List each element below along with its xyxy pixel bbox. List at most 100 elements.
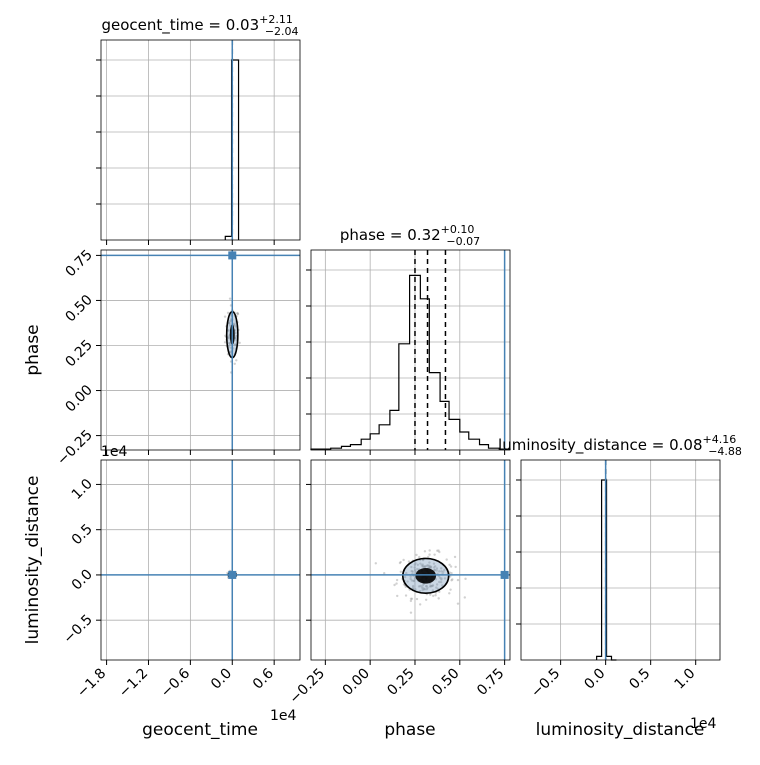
sample-point [236, 312, 240, 316]
sample-point [426, 564, 429, 567]
panel-frame [310, 249, 511, 451]
x-tick-label: 0.0 [581, 666, 608, 693]
sample-point [436, 549, 439, 552]
offset-label-luminosity-distance-y: 1e4 [101, 444, 128, 460]
sample-point [429, 565, 432, 568]
sample-point [234, 331, 237, 335]
sample-point [420, 564, 424, 567]
y-tick-label: 1.0 [69, 476, 96, 503]
y-tick-label: 0.5 [69, 521, 96, 548]
sample-point [233, 322, 236, 325]
sample-point [440, 577, 443, 580]
sample-point [419, 562, 422, 565]
title-luminosity_distance: luminosity_distance = 0.08+4.16 −4.88 [498, 433, 742, 458]
sample-point [431, 584, 434, 587]
sample-point [235, 359, 238, 362]
sample-point [399, 570, 403, 573]
panel-frame [100, 249, 301, 451]
x-axis-label-geocent-time: geocent_time [142, 720, 258, 740]
x-tick-label: 0.6 [250, 665, 277, 692]
x-tick-label: 0.00 [340, 666, 373, 699]
sample-point [411, 586, 415, 589]
panel-frame [310, 459, 511, 661]
sample-point [227, 321, 231, 325]
sample-point [404, 594, 408, 597]
truth-marker [500, 570, 509, 579]
sample-point [412, 579, 415, 583]
sample-point [235, 334, 238, 338]
sample-point [234, 336, 237, 340]
sample-point [450, 571, 453, 575]
x-tick-label: 0.50 [429, 666, 462, 699]
sample-point [449, 588, 452, 591]
sample-point [228, 320, 231, 323]
sample-point [449, 565, 453, 568]
sample-point [403, 575, 407, 579]
sample-point [437, 597, 440, 600]
sample-point [409, 599, 413, 603]
sample-point [421, 584, 424, 587]
truth-marker [228, 570, 237, 579]
panel-phase-hist [306, 249, 511, 455]
panel-background [521, 460, 720, 660]
sample-point [409, 575, 412, 578]
sample-point [396, 594, 399, 598]
histogram-phase [310, 274, 511, 450]
sample-point [431, 589, 435, 592]
sample-point [442, 570, 445, 573]
sample-point [415, 597, 419, 601]
sample-point [433, 568, 437, 572]
sample-point [438, 580, 441, 584]
sample-point [421, 558, 425, 562]
sample-point [435, 567, 439, 570]
sample-point [428, 549, 431, 552]
sample-point [456, 602, 460, 605]
sample-point [440, 567, 443, 570]
sample-point [434, 594, 437, 597]
sample-point [422, 588, 426, 591]
sample-point [437, 549, 440, 552]
sample-point [410, 569, 413, 573]
sample-point [448, 563, 451, 566]
sample-point [228, 342, 231, 345]
sample-point [429, 566, 433, 569]
sample-point [398, 561, 402, 565]
sample-point [416, 563, 420, 566]
sample-point [227, 329, 230, 332]
x-tick-label: 0.25 [384, 666, 417, 699]
sample-point [445, 558, 448, 561]
sample-point [413, 577, 417, 580]
histogram-luminosity_distance [596, 479, 617, 661]
sample-point [414, 562, 417, 565]
sample-point [228, 297, 232, 300]
panel-geocent_time-hist [96, 39, 301, 245]
sample-point [418, 555, 421, 559]
y-axis-label-phase: phase [23, 324, 43, 375]
sample-point [427, 565, 431, 568]
sample-point [450, 579, 453, 582]
x-tick-label: −0.5 [528, 666, 563, 701]
sample-point [426, 586, 429, 589]
sample-point [425, 584, 428, 588]
sample-point [412, 579, 416, 582]
y-tick-label: 0.0 [69, 566, 96, 593]
sample-point [411, 570, 414, 573]
sample-point [438, 576, 442, 579]
sample-point [440, 578, 443, 581]
sample-point [223, 315, 227, 318]
sample-point [429, 593, 432, 596]
panel-phase-vs-luminosity_distance: −0.25 0.00 0.25 0.50 0.75 [287, 459, 511, 707]
sample-point [430, 585, 433, 588]
sample-point [429, 584, 432, 588]
sample-point [463, 596, 466, 599]
sample-point [432, 562, 436, 565]
sample-point [419, 584, 422, 588]
sample-point [421, 563, 424, 566]
panel-background [101, 250, 300, 450]
sample-point [432, 594, 435, 598]
y-tick-label: −0.25 [54, 427, 96, 469]
sample-point [413, 566, 416, 569]
sample-point [451, 578, 454, 581]
